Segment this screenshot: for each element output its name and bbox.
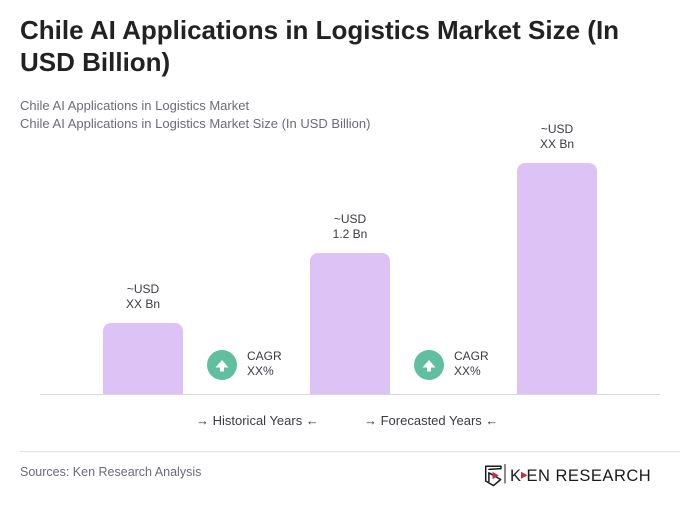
svg-text:K: K bbox=[510, 467, 522, 485]
svg-text:EN RESEARCH: EN RESEARCH bbox=[527, 467, 652, 485]
